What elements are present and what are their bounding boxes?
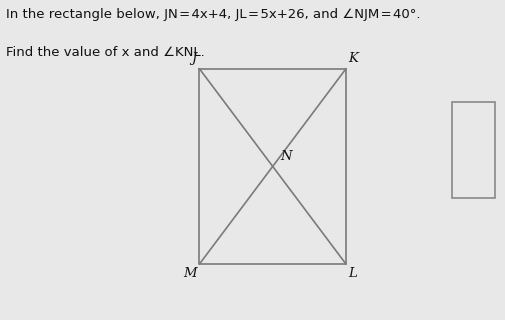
Text: K: K bbox=[348, 52, 359, 65]
Text: Find the value of x and ∠KNL.: Find the value of x and ∠KNL. bbox=[6, 46, 205, 60]
Text: In the rectangle below, JN = 4x+4, JL = 5x+26, and ∠NJM = 40°.: In the rectangle below, JN = 4x+4, JL = … bbox=[6, 8, 421, 21]
Bar bbox=[452, 102, 495, 198]
Text: M: M bbox=[183, 268, 197, 280]
Text: N: N bbox=[280, 150, 292, 163]
Text: J: J bbox=[191, 52, 197, 65]
Text: L: L bbox=[348, 268, 358, 280]
